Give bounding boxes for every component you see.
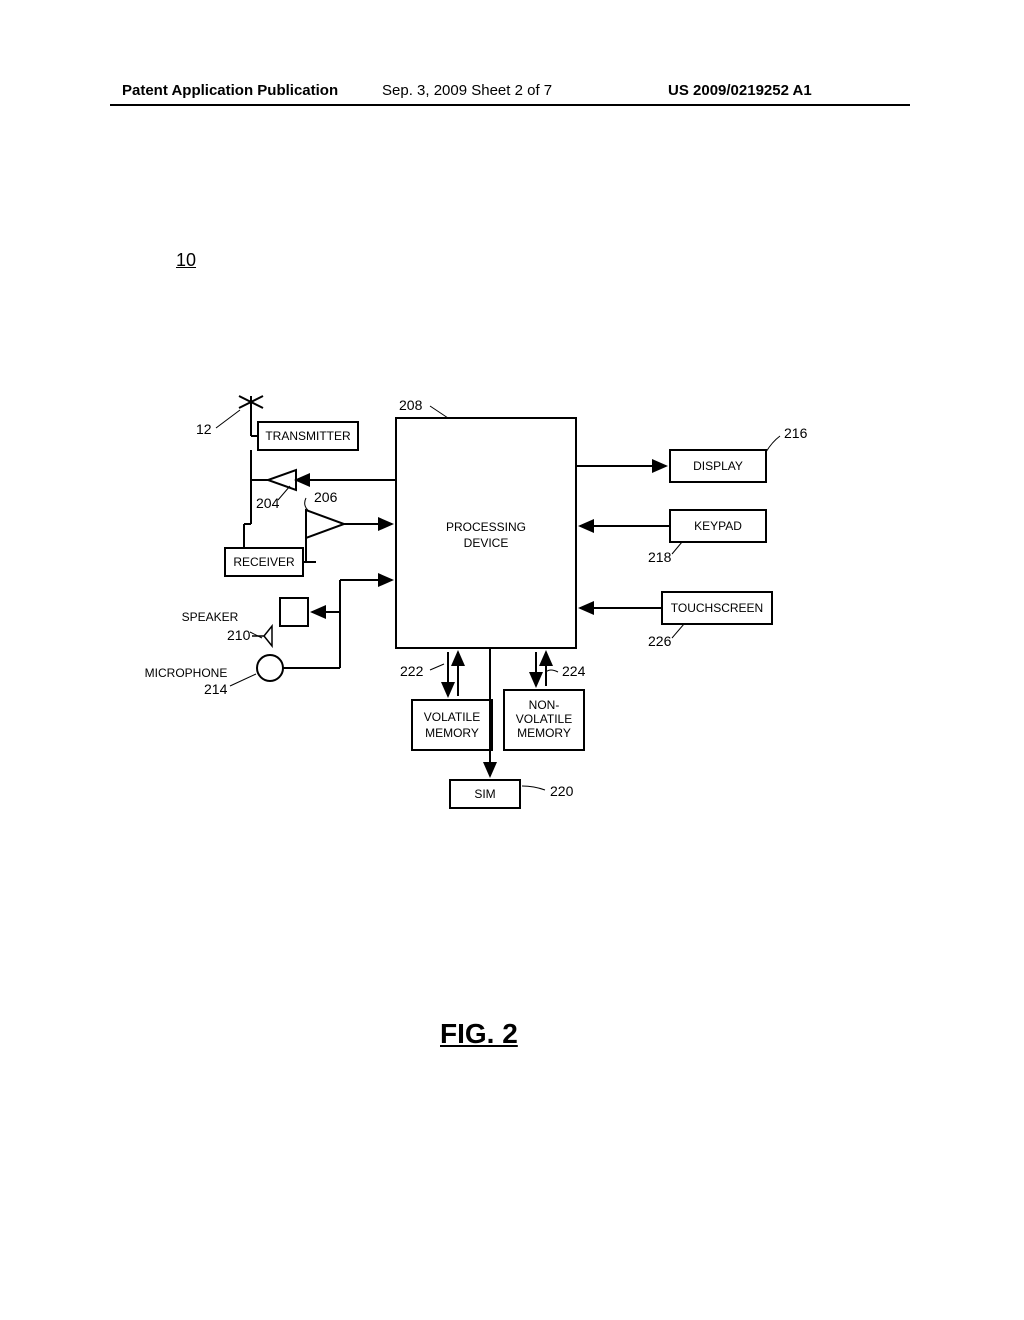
amplifier-204 (268, 470, 296, 490)
microphone-label: MICROPHONE (145, 666, 228, 680)
speaker-icon (252, 626, 272, 646)
ref-216: 216 (784, 425, 808, 441)
display-label: DISPLAY (693, 459, 743, 473)
speaker-label: SPEAKER (182, 610, 239, 624)
nonvolatile-label-1: NON- (529, 698, 560, 712)
processing-label-2: DEVICE (464, 536, 509, 550)
microphone-icon (257, 655, 283, 681)
ref-226: 226 (648, 633, 672, 649)
ref-218: 218 (648, 549, 672, 565)
ref-214: 214 (204, 681, 228, 697)
nonvolatile-label-3: MEMORY (517, 726, 571, 740)
volatile-memory-box (412, 700, 492, 750)
sim-label: SIM (474, 787, 495, 801)
ref-220: 220 (550, 783, 574, 799)
ref-222: 222 (400, 663, 424, 679)
touchscreen-label: TOUCHSCREEN (671, 601, 763, 615)
processing-label-1: PROCESSING (446, 520, 526, 534)
keypad-label: KEYPAD (694, 519, 742, 533)
ref-224: 224 (562, 663, 586, 679)
ref-12: 12 (196, 421, 212, 437)
receiver-label: RECEIVER (233, 555, 295, 569)
transmitter-label: TRANSMITTER (265, 429, 351, 443)
ref-208: 208 (399, 397, 423, 413)
volatile-label-1: VOLATILE (424, 710, 480, 724)
speaker-symbol-box (280, 598, 308, 626)
volatile-label-2: MEMORY (425, 726, 479, 740)
ref-206: 206 (314, 489, 338, 505)
block-diagram-svg: PROCESSING DEVICE TRANSMITTER RECEIVER D… (0, 0, 1024, 1320)
ref-210: 210 (227, 627, 251, 643)
nonvolatile-label-2: VOLATILE (516, 712, 572, 726)
ref-204: 204 (256, 495, 280, 511)
amplifier-206 (306, 510, 344, 538)
